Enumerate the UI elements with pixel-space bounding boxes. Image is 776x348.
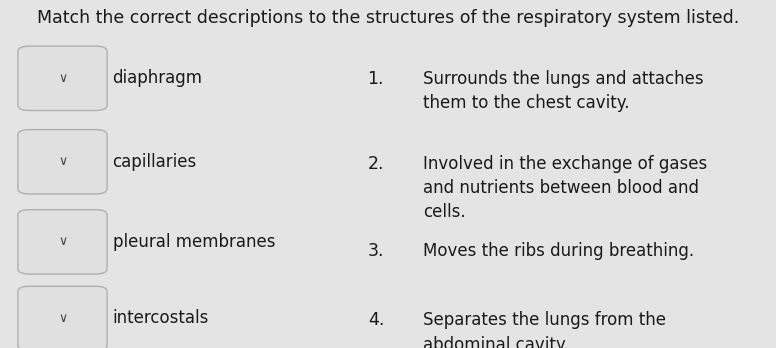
Text: pleural membranes: pleural membranes (113, 233, 275, 251)
Text: 1.: 1. (368, 70, 384, 88)
Text: 3.: 3. (368, 242, 384, 260)
Text: Separates the lungs from the
abdominal cavity.: Separates the lungs from the abdominal c… (423, 311, 666, 348)
Text: Surrounds the lungs and attaches
them to the chest cavity.: Surrounds the lungs and attaches them to… (423, 70, 704, 112)
Text: ∨: ∨ (58, 72, 67, 85)
FancyBboxPatch shape (18, 130, 107, 194)
Text: 2.: 2. (368, 155, 384, 173)
FancyBboxPatch shape (18, 46, 107, 111)
Text: Moves the ribs during breathing.: Moves the ribs during breathing. (423, 242, 694, 260)
Text: Match the correct descriptions to the structures of the respiratory system liste: Match the correct descriptions to the st… (37, 9, 739, 27)
Text: intercostals: intercostals (113, 309, 209, 327)
Text: diaphragm: diaphragm (113, 69, 203, 87)
FancyBboxPatch shape (18, 209, 107, 274)
Text: ∨: ∨ (58, 235, 67, 248)
Text: ∨: ∨ (58, 155, 67, 168)
Text: ∨: ∨ (58, 312, 67, 325)
Text: 4.: 4. (368, 311, 384, 330)
Text: capillaries: capillaries (113, 153, 197, 171)
FancyBboxPatch shape (18, 286, 107, 348)
Text: Involved in the exchange of gases
and nutrients between blood and
cells.: Involved in the exchange of gases and nu… (423, 155, 707, 221)
